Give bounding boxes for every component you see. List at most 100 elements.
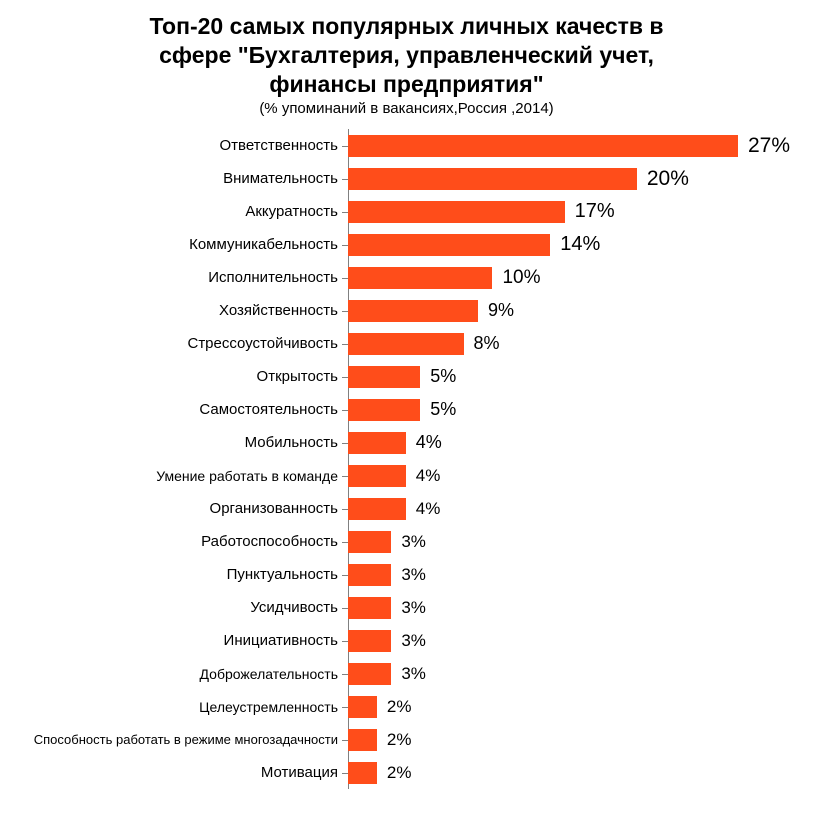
bar [348, 267, 492, 289]
bar-value: 5% [430, 399, 456, 420]
bar-area: 5% [348, 399, 785, 421]
bar-value: 2% [387, 697, 412, 717]
bar-label: Мотивация [28, 764, 348, 781]
bar-value: 3% [401, 565, 426, 585]
bar-area: 3% [348, 564, 785, 586]
bar-area: 3% [348, 663, 785, 685]
bar-value: 3% [401, 631, 426, 651]
bar-label: Мобильность [28, 434, 348, 451]
title-line-3: финансы предприятия" [269, 71, 543, 97]
bar-label: Работоспособность [28, 533, 348, 550]
bar-row: Ответственность27% [28, 129, 785, 162]
bar [348, 663, 391, 685]
bar-area: 14% [348, 233, 785, 256]
chart-subtitle: (% упоминаний в вакансиях,Россия ,2014) [28, 100, 785, 117]
bar [348, 696, 377, 718]
bar-value: 4% [416, 499, 441, 519]
bar-row: Целеустремленность 2% [28, 690, 785, 723]
bar-value: 4% [416, 466, 441, 486]
bar-chart: Ответственность27% Внимательность 20% Аккур… [28, 129, 785, 789]
bar-row: Стрессоустойчивость 8% [28, 327, 785, 360]
bar-row: Умение работать в команде4% [28, 459, 785, 492]
bar-row: Способность работать в режиме многозадач… [28, 723, 785, 756]
bar-label: Ответственность [28, 137, 348, 154]
bar-value: 10% [502, 267, 540, 289]
title-line-2: сфере "Бухгалтерия, управленческий учет, [159, 42, 654, 68]
bar-row: Мотивация 2% [28, 756, 785, 789]
bar [348, 168, 637, 190]
bar-area: 2% [348, 762, 785, 784]
bar-value: 27% [748, 134, 790, 158]
bar-value: 8% [474, 333, 500, 354]
bar-row: Доброжелательность 3% [28, 657, 785, 690]
bar [348, 135, 738, 157]
bar-area: 8% [348, 333, 785, 355]
bar [348, 630, 391, 652]
bar-label: Целеустремленность [28, 699, 348, 715]
bar-value: 3% [401, 598, 426, 618]
bar-row: Коммуникабельность 14% [28, 228, 785, 261]
bar [348, 234, 550, 256]
bar-area: 5% [348, 366, 785, 388]
bar-area: 27% [348, 134, 790, 158]
bar-row: Самостоятельность 5% [28, 393, 785, 426]
bar [348, 333, 464, 355]
bar-label: Внимательность [28, 170, 348, 187]
bar [348, 399, 420, 421]
bar-label: Аккуратность [28, 203, 348, 220]
bar [348, 366, 420, 388]
bar [348, 762, 377, 784]
bar-area: 20% [348, 167, 785, 191]
bar-value: 14% [560, 233, 600, 256]
bar-area: 9% [348, 300, 785, 322]
bar [348, 201, 565, 223]
chart-title: Топ-20 самых популярных личных качеств в… [28, 12, 785, 98]
bar-label: Стрессоустойчивость [28, 335, 348, 352]
bar-area: 2% [348, 696, 785, 718]
bar-area: 2% [348, 729, 785, 751]
bar-label: Пунктуальность [28, 566, 348, 583]
bar-row: Работоспособность 3% [28, 525, 785, 558]
bar-row: Мобильность 4% [28, 426, 785, 459]
bar-area: 3% [348, 531, 785, 553]
bar-value: 17% [575, 200, 615, 223]
bar-row: Организованность4% [28, 492, 785, 525]
bar-value: 2% [387, 730, 412, 750]
bar-label: Хозяйственность [28, 302, 348, 319]
bar-value: 2% [387, 763, 412, 783]
bar-area: 4% [348, 498, 785, 520]
y-axis-line [348, 129, 349, 789]
bar-label: Доброжелательность [28, 666, 348, 682]
bar-value: 3% [401, 532, 426, 552]
chart-container: Топ-20 самых популярных личных качеств в… [0, 0, 813, 799]
bar-row: Открытость 5% [28, 360, 785, 393]
bar-label: Способность работать в режиме многозадач… [28, 732, 348, 747]
bar [348, 564, 391, 586]
bar-label: Усидчивость [28, 599, 348, 616]
bar-value: 4% [416, 432, 442, 453]
bar-value: 20% [647, 167, 689, 191]
bar-label: Открытость [28, 368, 348, 385]
bar-row: Усидчивость 3% [28, 591, 785, 624]
bar-label: Инициативность [28, 632, 348, 649]
bar-area: 3% [348, 597, 785, 619]
bar-area: 4% [348, 432, 785, 454]
bar-row: Исполнительность10% [28, 261, 785, 294]
bar-row: Инициативность 3% [28, 624, 785, 657]
bar-label: Коммуникабельность [28, 236, 348, 253]
bar [348, 300, 478, 322]
bar-row: Внимательность 20% [28, 162, 785, 195]
bar-value: 3% [401, 664, 426, 684]
bar-row: Пунктуальность 3% [28, 558, 785, 591]
bar [348, 498, 406, 520]
bar-area: 17% [348, 200, 785, 223]
bar [348, 531, 391, 553]
bar [348, 465, 406, 487]
bar [348, 729, 377, 751]
bar-value: 5% [430, 366, 456, 387]
bar-value: 9% [488, 300, 514, 321]
bar [348, 432, 406, 454]
bar-label: Самостоятельность [28, 401, 348, 418]
bar-row: Хозяйственность 9% [28, 294, 785, 327]
bar-area: 10% [348, 267, 785, 289]
